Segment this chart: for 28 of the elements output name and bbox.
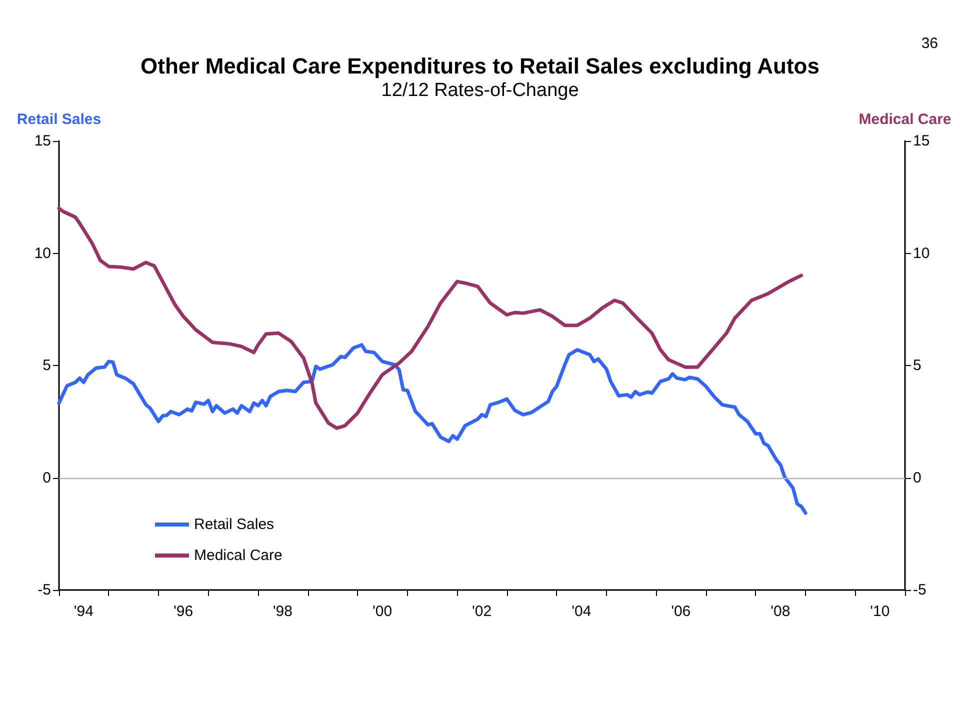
y2-tick-label: 5: [913, 357, 922, 374]
y-tick-label: 5: [42, 357, 51, 374]
y-tick-label: 15: [34, 132, 51, 150]
x-tick-label: '96: [173, 603, 194, 620]
y2-tick-label: -5: [913, 582, 926, 598]
x-tick-label: '06: [671, 603, 691, 620]
y-tick-label: 10: [34, 244, 51, 262]
y2-tick-label: 0: [913, 469, 922, 486]
line-series: [57, 343, 808, 515]
y-axis-title: Retail Sales: [16, 111, 102, 128]
y-tick-label: -5: [38, 582, 51, 598]
y2-tick-label: 10: [913, 244, 930, 262]
y-tick-label: 0: [42, 469, 51, 486]
x-tick-label: '94: [74, 603, 94, 620]
y2-axis-title: Medical Care: [858, 111, 952, 128]
x-tick-label: '98: [272, 603, 293, 620]
x-tick-label: '08: [770, 603, 790, 620]
text: 36: [921, 35, 938, 52]
x-tick-label: '04: [572, 603, 592, 620]
x-tick-label: '10: [870, 603, 890, 620]
chart-subtitle: 12/12 Rates-of-Change: [381, 80, 579, 101]
x-tick-label: '00: [372, 603, 392, 620]
y2-tick-label: 15: [913, 132, 930, 150]
line-series: [57, 206, 804, 430]
legend-label: Retail Sales: [194, 516, 274, 533]
chart-title: Other Medical Care Expenditures to Retail Sales excluding Autos: [140, 54, 820, 78]
x-tick-label: '02: [472, 603, 492, 620]
legend-label: Medical Care: [194, 547, 282, 564]
